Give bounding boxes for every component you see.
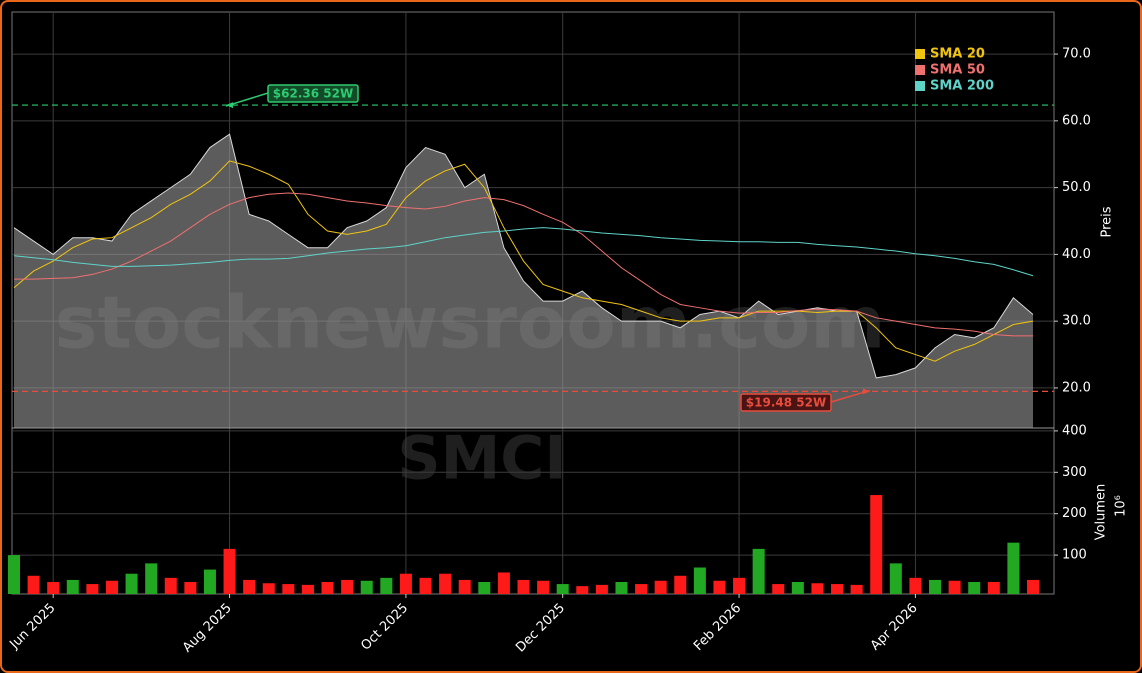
volume-bar bbox=[145, 563, 158, 594]
volume-bar bbox=[105, 580, 118, 594]
volume-bar bbox=[497, 572, 510, 594]
volume-bar bbox=[27, 575, 40, 594]
volume-bar bbox=[282, 584, 295, 594]
volume-bar bbox=[223, 548, 236, 594]
volume-bar bbox=[1027, 579, 1039, 594]
volume-bar bbox=[713, 580, 726, 594]
y-tick-label: 100 bbox=[1062, 548, 1087, 563]
y-axis-label: Preis bbox=[1100, 206, 1115, 237]
volume-bar bbox=[811, 583, 824, 594]
volume-bar bbox=[203, 569, 216, 594]
y-tick-label: 400 bbox=[1062, 423, 1087, 438]
y-tick-label: 300 bbox=[1062, 465, 1087, 480]
volume-bar bbox=[47, 581, 60, 594]
volume-bar bbox=[184, 581, 197, 594]
annotation-label: $62.36 52W bbox=[273, 87, 353, 101]
volume-bar bbox=[1007, 542, 1020, 594]
volume-bar bbox=[968, 581, 981, 594]
y-tick-label: 30.0 bbox=[1062, 314, 1091, 329]
sma-line bbox=[13, 227, 1034, 277]
volume-bar bbox=[556, 584, 569, 594]
volume-bar bbox=[360, 580, 373, 594]
arrow-head bbox=[226, 102, 233, 109]
sma-line bbox=[14, 192, 1033, 337]
volume-bar bbox=[537, 580, 550, 594]
volume-bar bbox=[341, 579, 354, 594]
volume-bar bbox=[635, 584, 648, 594]
volume-bar bbox=[772, 584, 785, 594]
volume-bar bbox=[164, 577, 177, 594]
y-axis-label: Volumen bbox=[1094, 484, 1109, 541]
x-tick-label: Dec 2025 bbox=[513, 601, 568, 656]
x-tick-label: Jun 2025 bbox=[7, 601, 59, 653]
legend-label: SMA 200 bbox=[930, 79, 994, 94]
volume-bar bbox=[909, 577, 922, 594]
y-tick-label: 60.0 bbox=[1062, 113, 1091, 128]
legend-swatch bbox=[915, 49, 925, 59]
volume-bar bbox=[321, 581, 334, 594]
x-tick-label: Aug 2025 bbox=[180, 601, 235, 656]
y-tick-label: 40.0 bbox=[1062, 247, 1091, 262]
x-tick-label: Feb 2026 bbox=[691, 601, 744, 654]
volume-bar bbox=[929, 579, 942, 594]
volume-bar bbox=[243, 579, 256, 594]
symbol-watermark: SMCI bbox=[397, 424, 566, 494]
y-tick-label: 20.0 bbox=[1062, 380, 1091, 395]
volume-bar bbox=[752, 548, 765, 594]
volume-bar bbox=[987, 581, 1000, 594]
volume-bar bbox=[380, 577, 393, 594]
price-line bbox=[13, 133, 1034, 379]
volume-bar bbox=[948, 580, 961, 594]
volume-bar bbox=[693, 567, 706, 594]
legend-label: SMA 20 bbox=[930, 47, 985, 62]
volume-bar bbox=[517, 579, 530, 594]
volume-bar bbox=[889, 563, 902, 594]
volume-bar bbox=[8, 555, 20, 594]
x-tick-label: Apr 2026 bbox=[868, 601, 921, 654]
annotation-label: $19.48 52W bbox=[746, 396, 826, 410]
volume-bar bbox=[478, 581, 491, 594]
volume-bar bbox=[733, 577, 746, 594]
volume-bar bbox=[439, 573, 452, 594]
volume-bar bbox=[262, 583, 275, 594]
sma-line bbox=[13, 160, 1034, 362]
volume-bar bbox=[595, 584, 608, 594]
volume-bar bbox=[654, 580, 667, 594]
volume-bar bbox=[674, 575, 687, 594]
volume-bar bbox=[399, 573, 412, 594]
annotation-box bbox=[740, 393, 832, 412]
volume-bar bbox=[850, 584, 863, 594]
volume-bar bbox=[86, 584, 99, 594]
volume-bar bbox=[125, 573, 138, 594]
y-tick-label: 70.0 bbox=[1062, 47, 1091, 62]
volume-bar bbox=[301, 584, 314, 594]
volume-bar bbox=[791, 581, 804, 594]
volume-bar bbox=[66, 579, 79, 594]
legend-label: SMA 50 bbox=[930, 63, 985, 78]
volume-bar bbox=[576, 586, 589, 594]
legend-swatch bbox=[915, 65, 925, 75]
y-tick-label: 200 bbox=[1062, 506, 1087, 521]
volume-bar bbox=[458, 579, 471, 594]
volume-bar bbox=[870, 495, 883, 594]
volume-bar bbox=[419, 577, 432, 594]
legend-swatch bbox=[915, 81, 925, 91]
x-tick-label: Oct 2025 bbox=[358, 601, 411, 654]
volume-bar bbox=[831, 584, 844, 594]
volume-bar bbox=[615, 581, 628, 594]
arrow-head bbox=[863, 388, 870, 395]
y-axis-unit: 10⁶ bbox=[1114, 495, 1129, 517]
y-tick-label: 50.0 bbox=[1062, 180, 1091, 195]
